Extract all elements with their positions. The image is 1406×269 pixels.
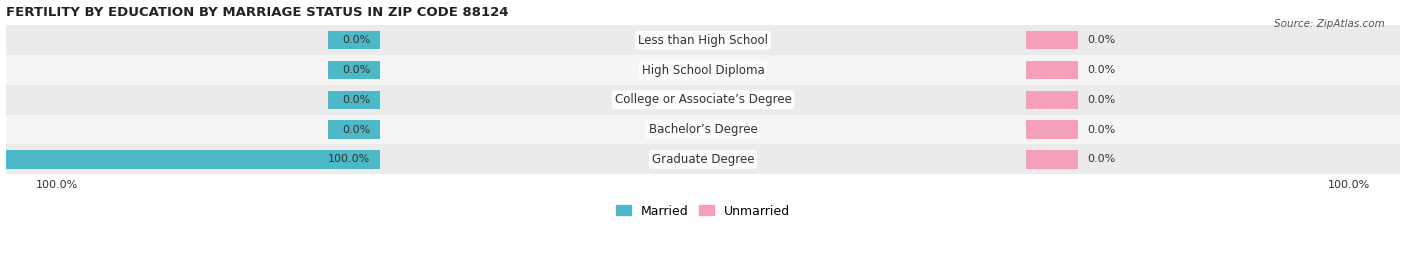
Text: Less than High School: Less than High School bbox=[638, 34, 768, 47]
Bar bbox=[329, 91, 380, 109]
Bar bbox=[6, 55, 1400, 85]
Bar bbox=[0, 150, 380, 169]
Text: 0.0%: 0.0% bbox=[1087, 95, 1115, 105]
Bar bbox=[6, 85, 1400, 115]
Text: Bachelor’s Degree: Bachelor’s Degree bbox=[648, 123, 758, 136]
Text: 0.0%: 0.0% bbox=[342, 65, 370, 75]
Text: 100.0%: 100.0% bbox=[328, 154, 370, 164]
Bar bbox=[6, 25, 1400, 55]
Bar bbox=[1026, 31, 1077, 49]
Bar bbox=[6, 144, 1400, 174]
Bar bbox=[1026, 150, 1077, 169]
Bar bbox=[1026, 120, 1077, 139]
Bar bbox=[1026, 91, 1077, 109]
Text: FERTILITY BY EDUCATION BY MARRIAGE STATUS IN ZIP CODE 88124: FERTILITY BY EDUCATION BY MARRIAGE STATU… bbox=[6, 6, 508, 19]
Text: Source: ZipAtlas.com: Source: ZipAtlas.com bbox=[1274, 19, 1385, 29]
Legend: Married, Unmarried: Married, Unmarried bbox=[612, 200, 794, 222]
Text: College or Associate’s Degree: College or Associate’s Degree bbox=[614, 93, 792, 106]
Text: 0.0%: 0.0% bbox=[1087, 125, 1115, 134]
Bar bbox=[329, 120, 380, 139]
Text: 0.0%: 0.0% bbox=[1087, 65, 1115, 75]
Text: 0.0%: 0.0% bbox=[342, 35, 370, 45]
Text: 0.0%: 0.0% bbox=[1087, 35, 1115, 45]
Text: 0.0%: 0.0% bbox=[342, 125, 370, 134]
Text: 0.0%: 0.0% bbox=[1087, 154, 1115, 164]
Bar bbox=[329, 61, 380, 79]
Bar bbox=[1026, 61, 1077, 79]
Bar bbox=[329, 31, 380, 49]
Text: 0.0%: 0.0% bbox=[342, 95, 370, 105]
Bar bbox=[6, 115, 1400, 144]
Text: High School Diploma: High School Diploma bbox=[641, 63, 765, 76]
Text: Graduate Degree: Graduate Degree bbox=[652, 153, 754, 166]
